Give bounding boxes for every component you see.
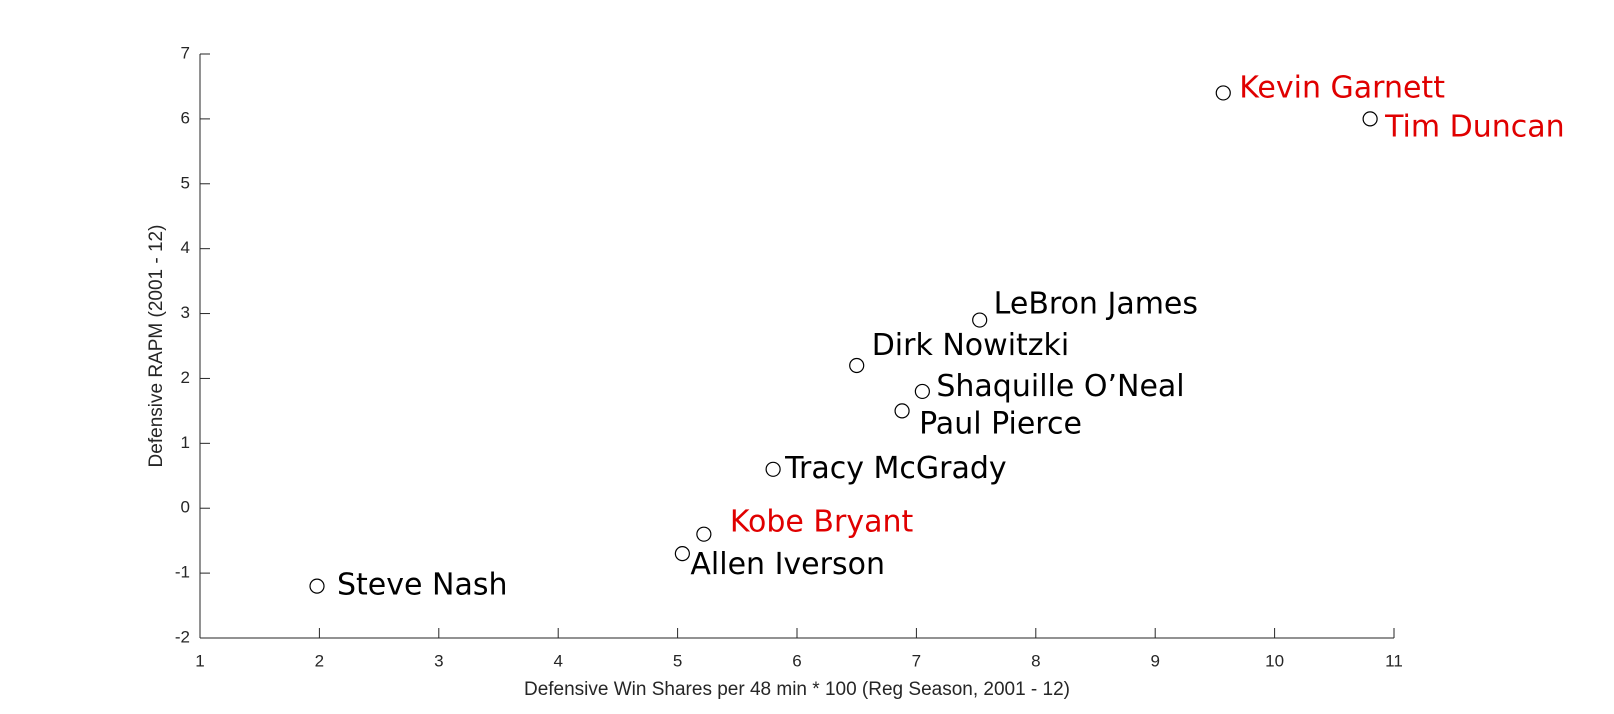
x-tick-label: 6 <box>792 651 801 670</box>
point-label: Paul Pierce <box>919 406 1082 441</box>
x-tick-label: 7 <box>912 651 921 670</box>
x-tick-label: 4 <box>553 651 562 670</box>
y-tick-label: -2 <box>175 627 190 646</box>
x-tick-label: 8 <box>1031 651 1040 670</box>
point <box>674 546 690 562</box>
point-label: Allen Iverson <box>690 547 885 582</box>
x-tick-label: 3 <box>434 651 443 670</box>
x-tick-label: 2 <box>315 651 324 670</box>
x-tick-label: 1 <box>195 651 204 670</box>
point <box>914 383 930 400</box>
point <box>765 461 781 477</box>
y-tick-label: 2 <box>181 368 190 387</box>
x-tick-label: 11 <box>1385 651 1403 670</box>
point <box>1215 85 1231 101</box>
y-tick-label: 5 <box>181 173 190 192</box>
y-axis-label: Defensive RAPM (2001 - 12) <box>146 225 167 468</box>
point-label: Dirk Nowitzki <box>872 328 1070 363</box>
point-label: Kobe Bryant <box>730 505 914 540</box>
y-tick-label: 0 <box>181 498 190 517</box>
point-label: Tim Duncan <box>1384 109 1565 144</box>
point-label: Steve Nash <box>337 568 507 603</box>
point <box>309 578 325 594</box>
y-tick-label: 4 <box>181 238 190 257</box>
point <box>972 312 988 328</box>
point-label: Tracy McGrady <box>784 451 1007 486</box>
x-tick-label: 10 <box>1265 651 1284 670</box>
point <box>696 526 712 542</box>
y-tick-label: 3 <box>181 303 190 322</box>
point-label: Shaquille O’Neal <box>936 369 1184 404</box>
x-axis-label: Defensive Win Shares per 48 min * 100 (R… <box>524 679 1070 700</box>
y-tick-label: 1 <box>181 433 190 452</box>
x-tick-label: 5 <box>673 651 682 670</box>
y-tick-label: -1 <box>175 563 190 582</box>
point <box>1362 111 1378 127</box>
x-tick-label: 9 <box>1150 651 1159 670</box>
point-label: LeBron James <box>994 287 1198 322</box>
point-label: Kevin Garnett <box>1239 70 1445 105</box>
y-tick-label: 6 <box>181 108 190 127</box>
point <box>849 357 865 374</box>
point <box>894 403 910 419</box>
y-tick-label: 7 <box>181 43 190 62</box>
